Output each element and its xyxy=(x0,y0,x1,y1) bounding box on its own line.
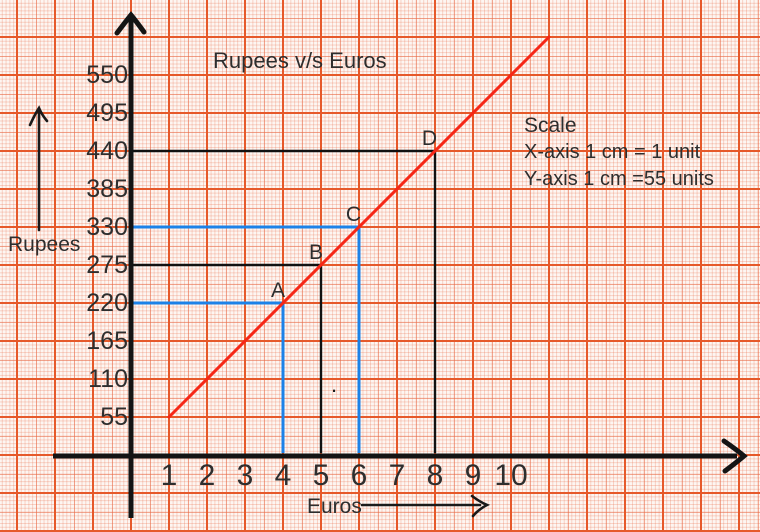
y-axis-label-arrow-icon xyxy=(28,105,49,232)
scale-note: Scale X-axis 1 cm = 1 unit Y-axis 1 cm =… xyxy=(524,112,714,193)
y-axis-title: Rupees xyxy=(8,233,81,256)
x-axis-arrowhead-icon xyxy=(721,438,748,474)
x-axis-title: Euros xyxy=(307,495,362,518)
y-axis-arrowhead-icon xyxy=(114,11,147,36)
x-axis-label-arrow-icon xyxy=(360,494,491,518)
stray-dot: . xyxy=(331,372,338,397)
scale-y-axis-line: Y-axis 1 cm =55 units xyxy=(524,168,714,190)
chart-title: Rupees v/s Euros xyxy=(213,48,387,73)
scale-heading: Scale xyxy=(524,114,577,137)
scale-x-axis-line: X-axis 1 cm = 1 unit xyxy=(524,141,701,163)
exchange-rate-line xyxy=(167,35,551,419)
